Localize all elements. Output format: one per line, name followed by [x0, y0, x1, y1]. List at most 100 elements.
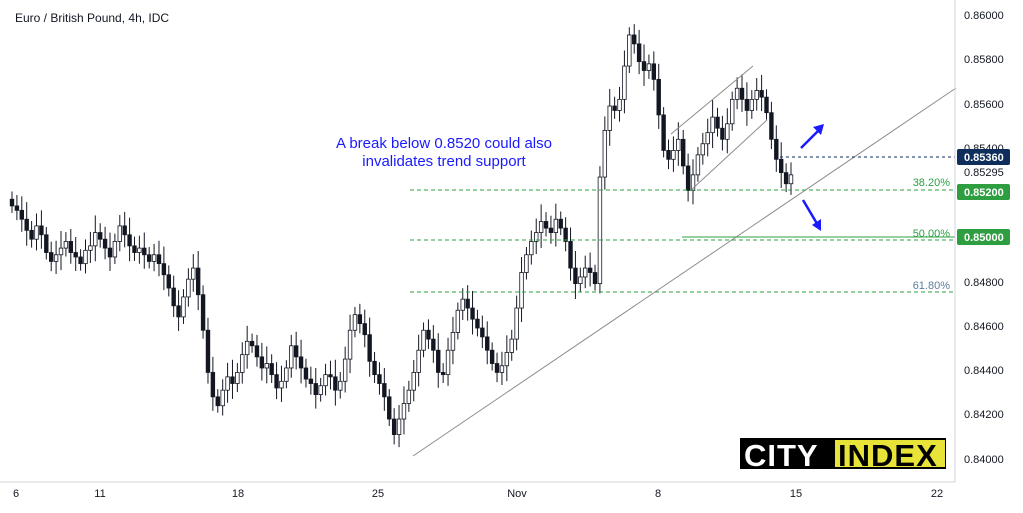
- annotation-line-2: invalidates trend support: [362, 153, 526, 170]
- candle-body: [347, 329, 353, 360]
- candle-body: [548, 227, 554, 233]
- candle-body: [284, 367, 289, 382]
- candle-body: [749, 98, 755, 111]
- candle-body: [303, 367, 309, 380]
- candle-body: [191, 267, 196, 280]
- candle-body: [328, 374, 333, 378]
- candle-body: [411, 372, 416, 391]
- candle-body: [342, 358, 348, 382]
- candle-body: [553, 218, 559, 233]
- candle-body: [259, 356, 265, 369]
- fib-500-label: 50.00%: [913, 228, 951, 240]
- candle-body: [161, 263, 167, 276]
- trend-support-line: [412, 87, 957, 457]
- candle-body: [499, 365, 505, 373]
- y-tick-label: 0.84600: [964, 321, 1004, 333]
- candle-body: [367, 334, 372, 362]
- candle-body: [293, 345, 299, 358]
- candle-body: [676, 138, 681, 151]
- candle-body: [607, 105, 612, 131]
- svg-text:CITY: CITY: [744, 438, 819, 473]
- price-tag-0-85000: 0.85000: [957, 229, 1010, 245]
- candle-body: [627, 34, 632, 67]
- candle-body: [489, 349, 495, 364]
- candle-body: [269, 363, 274, 376]
- candle-body: [235, 372, 240, 384]
- candle-body: [426, 329, 431, 340]
- candle-body: [597, 176, 603, 285]
- candle-body: [681, 138, 686, 167]
- y-tick-label: 0.86000: [964, 10, 1004, 22]
- candle-body: [661, 114, 666, 151]
- candle-body: [720, 127, 725, 140]
- candle-body: [636, 43, 642, 63]
- candle-body: [318, 385, 323, 396]
- candle-body: [705, 132, 710, 145]
- candle-body: [215, 396, 220, 407]
- candle-body: [783, 172, 789, 185]
- candle-body: [421, 329, 426, 351]
- x-tick-label: Nov: [507, 488, 527, 500]
- candle-body: [97, 232, 103, 240]
- candle-body: [431, 338, 436, 351]
- candle-body: [725, 123, 730, 140]
- candle-body: [156, 254, 162, 265]
- candle-body: [504, 352, 510, 367]
- candle-body: [9, 198, 15, 207]
- candle-body: [401, 403, 407, 420]
- candle-body: [289, 345, 294, 369]
- svg-text:INDEX: INDEX: [838, 438, 938, 473]
- y-tick-label: 0.84800: [964, 277, 1004, 289]
- candle-body: [592, 272, 598, 285]
- candle-body: [210, 372, 216, 398]
- price-axis[interactable]: 0.86000 0.85800 0.85600 0.85400 0.85295 …: [957, 10, 1010, 466]
- candle-body: [646, 63, 652, 71]
- candle-body: [470, 307, 475, 320]
- candle-body: [602, 130, 608, 178]
- price-tag-0-85200: 0.85200: [957, 184, 1010, 200]
- candle-body: [769, 112, 774, 140]
- candle-body: [622, 65, 627, 100]
- candle-body: [313, 383, 318, 396]
- candle-body: [534, 232, 539, 242]
- candle-body: [382, 383, 387, 398]
- candle-body: [651, 63, 657, 80]
- fib-618-label: 61.80%: [913, 280, 951, 292]
- candle-body: [524, 254, 529, 273]
- candle-body: [122, 225, 127, 236]
- candle-body: [73, 252, 78, 258]
- candle-body: [63, 241, 69, 249]
- candle-body: [44, 234, 49, 253]
- candle-body: [176, 305, 181, 318]
- candle-body: [88, 245, 93, 251]
- candle-body: [445, 349, 451, 376]
- chart-title: Euro / British Pound, 4h, IDC: [15, 11, 169, 25]
- candle-body: [357, 314, 363, 324]
- city-index-logo: CITY INDEX: [740, 438, 946, 473]
- candle-body: [249, 340, 255, 347]
- candle-body: [220, 389, 225, 407]
- candle-body: [333, 376, 338, 391]
- candle-body: [362, 323, 367, 336]
- candle-body: [19, 209, 24, 220]
- svg-text:0.85200: 0.85200: [964, 187, 1004, 199]
- candle-body: [685, 165, 691, 191]
- price-tag-0-85360: 0.85360: [957, 149, 1010, 165]
- y-tick-label: 0.84000: [964, 454, 1004, 466]
- candle-body: [494, 363, 500, 373]
- candle-body: [29, 229, 34, 240]
- time-axis[interactable]: 6 11 18 25 Nov 8 15 22: [13, 488, 943, 500]
- candle-body: [450, 332, 456, 351]
- candle-body: [700, 143, 706, 156]
- candle-body: [455, 309, 461, 333]
- candle-body: [107, 247, 113, 258]
- candle-body: [475, 318, 480, 329]
- candle-body: [764, 96, 769, 114]
- svg-text:0.85360: 0.85360: [964, 152, 1004, 164]
- candle-body: [137, 247, 142, 253]
- annotation-line-1: A break below 0.8520 could also: [336, 135, 552, 152]
- candle-body: [171, 287, 176, 307]
- candle-body: [583, 267, 588, 278]
- candle-body: [744, 98, 750, 111]
